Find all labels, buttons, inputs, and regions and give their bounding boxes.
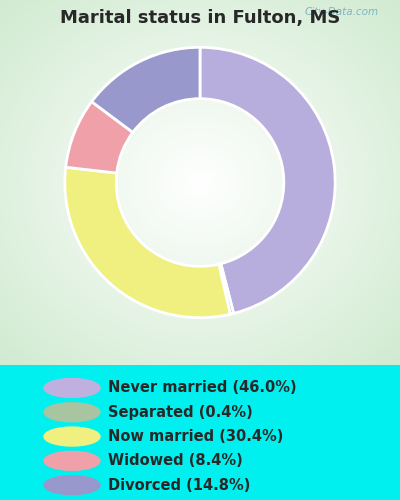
Circle shape [44, 452, 100, 470]
Text: City-Data.com: City-Data.com [304, 7, 378, 17]
Text: Widowed (8.4%): Widowed (8.4%) [108, 454, 243, 468]
Wedge shape [92, 48, 200, 132]
Text: Never married (46.0%): Never married (46.0%) [108, 380, 297, 396]
Text: Separated (0.4%): Separated (0.4%) [108, 405, 253, 420]
Wedge shape [66, 102, 133, 173]
Circle shape [44, 476, 100, 494]
Circle shape [44, 378, 100, 398]
Circle shape [44, 427, 100, 446]
Wedge shape [219, 264, 234, 314]
Circle shape [44, 403, 100, 421]
Wedge shape [200, 48, 335, 314]
Wedge shape [65, 167, 230, 318]
Text: Marital status in Fulton, MS: Marital status in Fulton, MS [60, 8, 340, 26]
Text: Now married (30.4%): Now married (30.4%) [108, 429, 283, 444]
Text: Divorced (14.8%): Divorced (14.8%) [108, 478, 250, 492]
